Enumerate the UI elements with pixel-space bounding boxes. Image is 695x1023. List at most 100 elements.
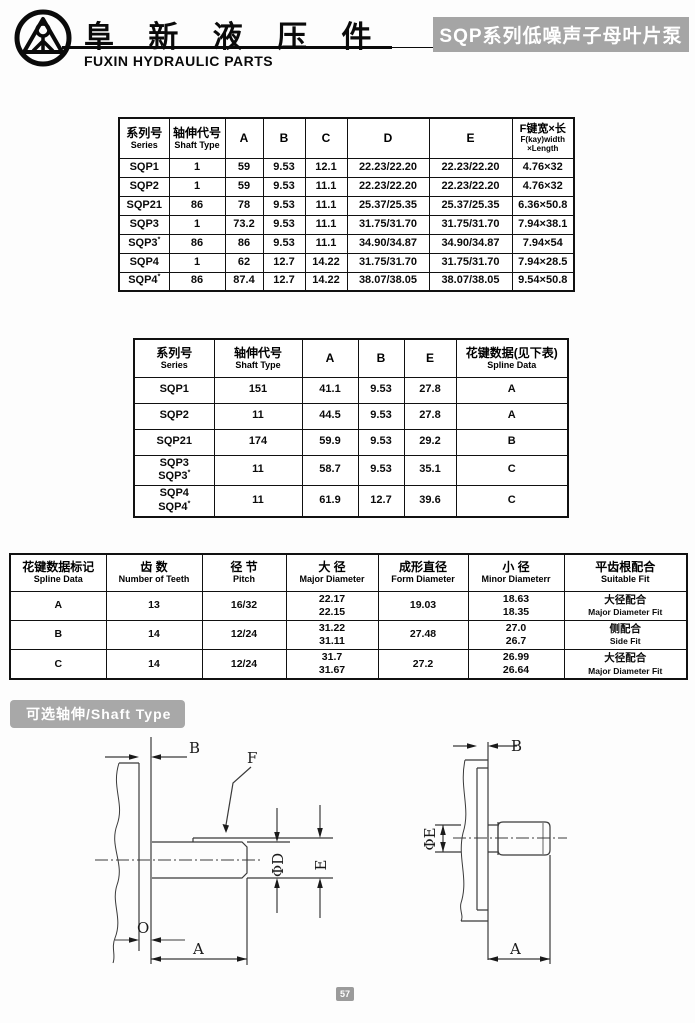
table-cell: 86 bbox=[168, 271, 226, 292]
table-cell: 86 bbox=[168, 233, 226, 254]
table-cell: 35.1 bbox=[403, 454, 457, 486]
table-cell: 38.07/38.05 bbox=[346, 271, 430, 292]
table-cell: 9.54×50.8 bbox=[511, 271, 575, 292]
table-cell: SQP4 bbox=[118, 252, 170, 273]
table-row: A 13 16/32 22.17 22.15 19.03 18.63 18.35 大径配合 Maj… bbox=[9, 590, 688, 621]
keyed-shaft-dimensions-table: 系列号 Series 轴伸代号 Shaft Type A B C D E F键宽×长 F(kay)w… bbox=[118, 117, 575, 292]
table-cell: 12.7 bbox=[262, 252, 306, 273]
table-cell: 9.53 bbox=[262, 214, 306, 235]
keyed-shaft-drawing: B F ΦD E O A bbox=[95, 737, 333, 965]
table-cell: 18.63 18.35 bbox=[467, 590, 565, 621]
table-cell: 22.23/22.20 bbox=[346, 176, 430, 197]
table-cell: SQP4 SQP4* bbox=[133, 485, 215, 517]
table-cell: 73.2 bbox=[224, 214, 264, 235]
table-cell: 7.94×54 bbox=[511, 233, 575, 254]
table-cell: 27.0 26.7 bbox=[467, 619, 565, 651]
header-rule-thick bbox=[62, 46, 392, 49]
table-row: SQP21 174 59.9 9.53 29.2 B bbox=[133, 428, 569, 456]
table-cell: 12/24 bbox=[201, 619, 287, 651]
table-cell: 38.07/38.05 bbox=[428, 271, 513, 292]
table-row: SQP1 151 41.1 9.53 27.8 A bbox=[133, 376, 569, 404]
column-header: 轴伸代号 Shaft Type bbox=[168, 117, 226, 159]
table-cell: B bbox=[9, 619, 107, 651]
table-cell: A bbox=[9, 590, 107, 621]
table-cell: 61.9 bbox=[301, 485, 359, 517]
table-cell: 9.53 bbox=[262, 157, 306, 178]
table-cell: 44.5 bbox=[301, 402, 359, 430]
column-header: 轴伸代号 Shaft Type bbox=[213, 338, 303, 378]
table-cell: 39.6 bbox=[403, 485, 457, 517]
splined-shaft-drawing: B ΦE A bbox=[421, 738, 567, 964]
table-cell: 22.17 22.15 bbox=[285, 590, 379, 621]
column-header: 花键数据(见下表) Spline Data bbox=[455, 338, 569, 378]
table-cell: 9.53 bbox=[262, 176, 306, 197]
table-cell: A bbox=[455, 376, 569, 404]
table-cell: 31.75/31.70 bbox=[428, 214, 513, 235]
table-cell: 1 bbox=[168, 157, 226, 178]
table-cell: 12.7 bbox=[357, 485, 405, 517]
table-cell: 59.9 bbox=[301, 428, 359, 456]
table-cell: SQP1 bbox=[133, 376, 215, 404]
table-cell: 9.53 bbox=[357, 454, 405, 486]
table-cell: 41.1 bbox=[301, 376, 359, 404]
dim-label-a: A bbox=[509, 940, 521, 958]
column-header: 成形直径 Form Diameter bbox=[377, 553, 469, 592]
column-header: 小 径 Minor Diameterr bbox=[467, 553, 565, 592]
table-cell: SQP3 SQP3* bbox=[133, 454, 215, 486]
table-cell: 27.8 bbox=[403, 376, 457, 404]
dim-label-f: F bbox=[247, 749, 257, 767]
table-cell: SQP21 bbox=[118, 195, 170, 216]
table-cell: 11 bbox=[213, 485, 303, 517]
table-row: SQP4 SQP4* 11 61.9 12.7 39.6 C bbox=[133, 485, 569, 517]
splined-shaft-dimensions-table: 系列号 Series 轴伸代号 Shaft Type A B E 花键数据(见下表) Splin… bbox=[133, 338, 569, 518]
table-cell: 27.2 bbox=[377, 649, 469, 680]
table-row: SQP2 1 59 9.53 11.1 22.23/22.20 22.23/22.20 4.7… bbox=[118, 176, 575, 197]
table-cell: 侧配合 Side Fit bbox=[563, 619, 688, 651]
table-cell: 1 bbox=[168, 252, 226, 273]
column-header: 平齿根配合 Suitable Fit bbox=[563, 553, 688, 592]
dim-label-e: E bbox=[312, 860, 330, 871]
dim-label-phi-d: ΦD bbox=[269, 853, 287, 877]
column-header: 大 径 Major Diameter bbox=[285, 553, 379, 592]
column-header: 花键数据标记 Spline Data bbox=[9, 553, 107, 592]
company-name-zh: 阜 新 液 压 件 bbox=[84, 21, 385, 54]
table-cell: 14.22 bbox=[304, 252, 348, 273]
table-cell: C bbox=[455, 485, 569, 517]
table-row: SQP4 1 62 12.7 14.22 31.75/31.70 31.75/31.70 7.… bbox=[118, 252, 575, 273]
table-cell: A bbox=[455, 402, 569, 430]
dim-label-a: A bbox=[192, 940, 204, 958]
table-cell: 11.1 bbox=[304, 176, 348, 197]
table-cell: 9.53 bbox=[262, 195, 306, 216]
table-row: SQP1 1 59 9.53 12.1 22.23/22.20 22.23/22.20 4.7… bbox=[118, 157, 575, 178]
table-cell: 1 bbox=[168, 214, 226, 235]
column-header: 径 节 Pitch bbox=[201, 553, 287, 592]
table-cell: 22.23/22.20 bbox=[428, 157, 513, 178]
page-number: 57 bbox=[336, 987, 354, 1001]
table-cell: 31.75/31.70 bbox=[346, 214, 430, 235]
series-title-banner: SQP系列低噪声子母叶片泵 bbox=[433, 17, 689, 52]
table-cell: 86 bbox=[168, 195, 226, 216]
column-header: E bbox=[428, 117, 513, 159]
column-header: 齿 数 Number of Teeth bbox=[105, 553, 203, 592]
company-name-en: FUXIN HYDRAULIC PARTS bbox=[84, 53, 274, 69]
table-cell: 29.2 bbox=[403, 428, 457, 456]
table-cell: 11 bbox=[213, 402, 303, 430]
table-cell: SQP1 bbox=[118, 157, 170, 178]
table-cell: 31.7 31.67 bbox=[285, 649, 379, 680]
table-cell: 12.1 bbox=[304, 157, 348, 178]
table-cell: SQP21 bbox=[133, 428, 215, 456]
table-cell: 78 bbox=[224, 195, 264, 216]
table-cell: 16/32 bbox=[201, 590, 287, 621]
table-row: SQP4* 86 87.4 12.7 14.22 38.07/38.05 38.07/38.… bbox=[118, 271, 575, 292]
table-cell: 59 bbox=[224, 176, 264, 197]
column-header: C bbox=[304, 117, 348, 159]
table-cell: 12/24 bbox=[201, 649, 287, 680]
column-header: 系列号 Series bbox=[118, 117, 170, 159]
table-cell: 11.1 bbox=[304, 233, 348, 254]
table-cell: 34.90/34.87 bbox=[428, 233, 513, 254]
table-cell: SQP4* bbox=[118, 271, 170, 292]
fuxin-logo-icon bbox=[14, 9, 72, 67]
table-cell: 25.37/25.35 bbox=[346, 195, 430, 216]
column-header: 系列号 Series bbox=[133, 338, 215, 378]
